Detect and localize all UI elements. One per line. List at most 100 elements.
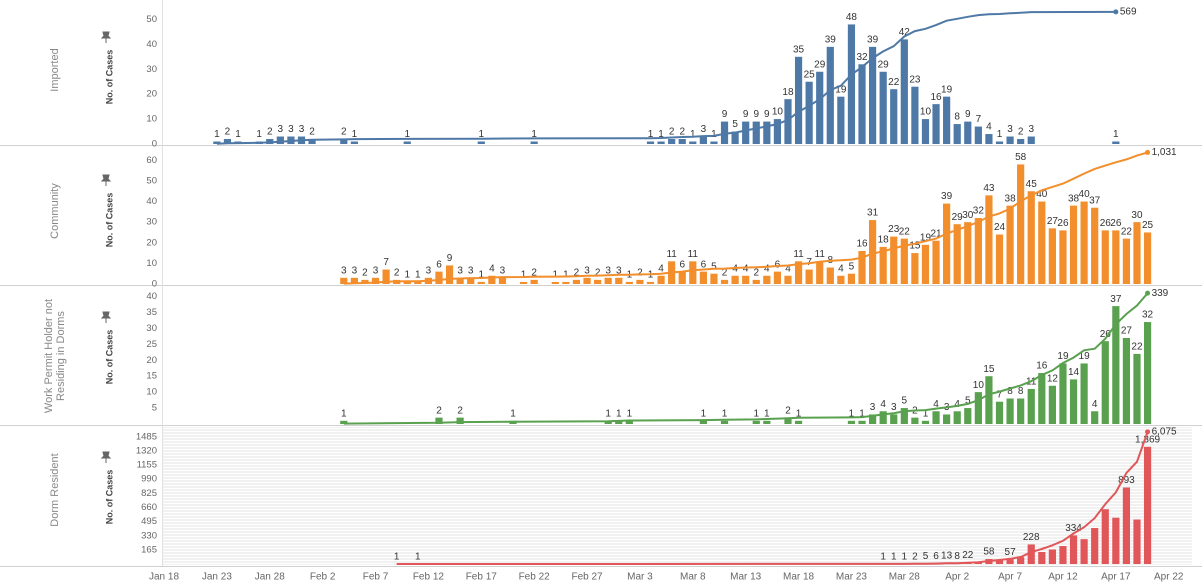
data-label: 1 — [859, 408, 865, 419]
x-tick-label: Apr 17 — [1101, 572, 1131, 583]
data-label: 9 — [447, 253, 453, 264]
data-label: 4 — [954, 399, 960, 410]
y-tick-label: 1155 — [137, 460, 157, 471]
data-label: 29 — [952, 212, 964, 223]
data-label: 3 — [299, 124, 305, 135]
bar — [689, 261, 697, 284]
y-axis-label: No. of Cases — [104, 50, 114, 105]
data-label: 14 — [1068, 367, 1080, 378]
x-tick-label: Feb 22 — [519, 572, 551, 583]
bar — [1006, 559, 1014, 564]
data-label: 39 — [825, 34, 837, 45]
data-label: 27 — [1121, 326, 1133, 337]
bar — [826, 46, 834, 144]
bar — [699, 271, 707, 284]
data-label: 4 — [880, 399, 886, 410]
bar — [699, 420, 707, 424]
bar — [1122, 337, 1131, 424]
data-label: 2 — [457, 405, 463, 416]
bar — [890, 414, 898, 424]
data-label: 228 — [1023, 532, 1040, 543]
y-tick-label: 5 — [152, 403, 157, 414]
data-label: 26 — [1100, 218, 1112, 229]
data-label: 9 — [753, 109, 759, 120]
bar — [1080, 539, 1088, 564]
bar — [879, 411, 887, 424]
bar — [445, 265, 454, 284]
y-tick-label: 1485 — [136, 431, 157, 442]
bar — [350, 277, 358, 284]
data-label: 1 — [616, 408, 622, 419]
bar — [858, 251, 866, 284]
data-label: 26 — [1100, 329, 1112, 340]
bar — [1017, 139, 1025, 144]
bar — [964, 222, 972, 284]
data-label: 39 — [867, 34, 879, 45]
data-label: 4 — [1092, 399, 1098, 410]
bar — [1133, 222, 1141, 284]
bar — [995, 560, 1004, 564]
bar — [879, 71, 887, 144]
y-tick-label: 495 — [141, 516, 157, 527]
data-label: 3 — [584, 265, 590, 276]
data-label: 1 — [849, 408, 855, 419]
bar — [985, 376, 993, 424]
data-label: 58 — [1015, 152, 1027, 163]
data-label: 9 — [743, 109, 749, 120]
data-label: 19 — [920, 232, 932, 243]
data-label: 16 — [930, 92, 942, 103]
data-label: 19 — [941, 84, 953, 95]
data-label: 3 — [870, 402, 876, 413]
data-label: 24 — [994, 222, 1006, 233]
y-tick-label: 60 — [146, 155, 157, 166]
y-tick-label: 20 — [146, 355, 157, 366]
data-label: 11 — [688, 249, 699, 260]
bar — [985, 195, 993, 284]
data-label: 1 — [478, 129, 484, 140]
data-label: 57 — [1005, 547, 1017, 558]
x-tick-label: Feb 7 — [363, 572, 389, 583]
panel-label: Community — [49, 183, 61, 239]
bar — [932, 240, 940, 284]
data-label: 37 — [1110, 294, 1122, 305]
x-tick-label: Mar 3 — [627, 572, 653, 583]
x-tick-label: Mar 23 — [836, 572, 868, 583]
data-label: 26 — [1057, 218, 1069, 229]
panel-label: Dorm Resident — [49, 452, 61, 527]
data-label: 32 — [1142, 310, 1154, 321]
y-tick-label: 20 — [146, 237, 157, 248]
data-label: 2 — [722, 268, 728, 279]
total-marker — [1145, 149, 1151, 155]
bar — [1017, 398, 1025, 424]
bar — [308, 139, 316, 144]
data-label: 5 — [902, 396, 908, 407]
data-label: 4 — [933, 399, 939, 410]
data-label: 30 — [1131, 210, 1143, 221]
bar — [826, 267, 834, 284]
bar — [223, 139, 232, 144]
bar — [1080, 363, 1088, 424]
data-label: 6 — [679, 259, 685, 270]
data-label: 40 — [1079, 189, 1091, 200]
data-label: 2 — [785, 405, 791, 416]
bar — [752, 121, 760, 144]
bar — [1133, 353, 1141, 424]
total-label: 6,075 — [1152, 427, 1177, 438]
y-axis-label: No. of Cases — [104, 193, 114, 248]
data-label: 3 — [457, 265, 463, 276]
bar — [900, 39, 908, 144]
data-label: 4 — [785, 263, 791, 274]
bar — [985, 134, 993, 144]
data-label: 1 — [796, 408, 802, 419]
data-label: 334 — [1065, 523, 1082, 534]
data-label: 3 — [468, 265, 474, 276]
data-label: 10 — [920, 107, 932, 118]
bar — [868, 46, 877, 144]
data-label: 39 — [941, 191, 953, 202]
cumulative-line — [343, 151, 1148, 285]
data-label: 22 — [1121, 226, 1133, 237]
data-label: 10 — [772, 107, 784, 118]
data-label: 10 — [973, 380, 985, 391]
data-label: 30 — [962, 210, 974, 221]
